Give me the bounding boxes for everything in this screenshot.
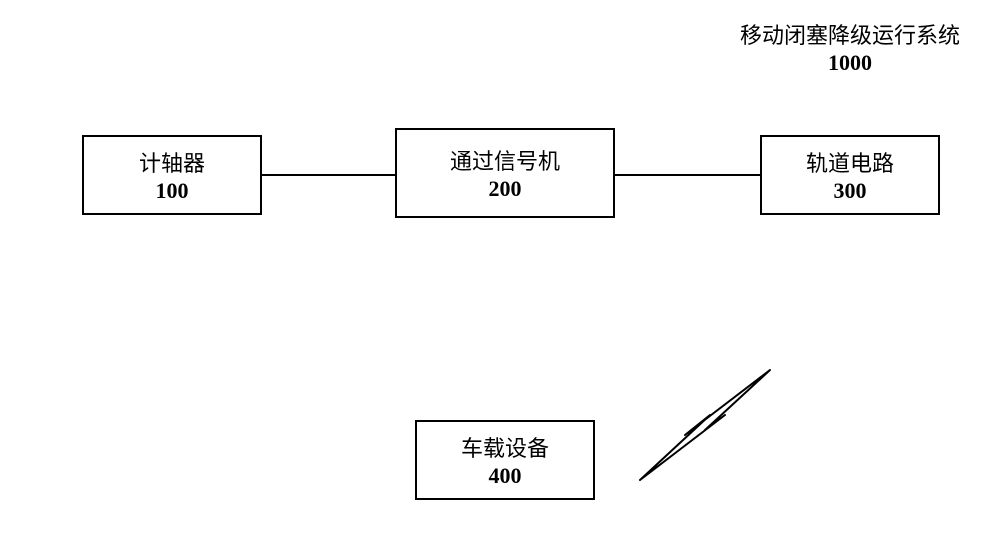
connector-1 [262,174,395,176]
node-track-circuit-label: 轨道电路 [806,146,894,178]
node-axle-counter: 计轴器 100 [82,135,262,215]
wireless-icon [630,360,780,490]
node-onboard-equipment: 车载设备 400 [415,420,595,500]
node-pass-signal: 通过信号机 200 [395,128,615,218]
node-pass-signal-number: 200 [489,176,522,202]
node-axle-counter-number: 100 [156,178,189,204]
diagram-title-label: 移动闭塞降级运行系统 [720,18,980,50]
diagram-title-number: 1000 [720,50,980,76]
node-axle-counter-label: 计轴器 [139,146,205,178]
connector-2 [615,174,760,176]
node-track-circuit: 轨道电路 300 [760,135,940,215]
node-onboard-equipment-label: 车载设备 [461,431,549,463]
node-onboard-equipment-number: 400 [489,463,522,489]
wireless-polyline [640,370,770,480]
diagram-title: 移动闭塞降级运行系统 1000 [720,18,980,76]
node-pass-signal-label: 通过信号机 [450,144,560,176]
node-track-circuit-number: 300 [834,178,867,204]
